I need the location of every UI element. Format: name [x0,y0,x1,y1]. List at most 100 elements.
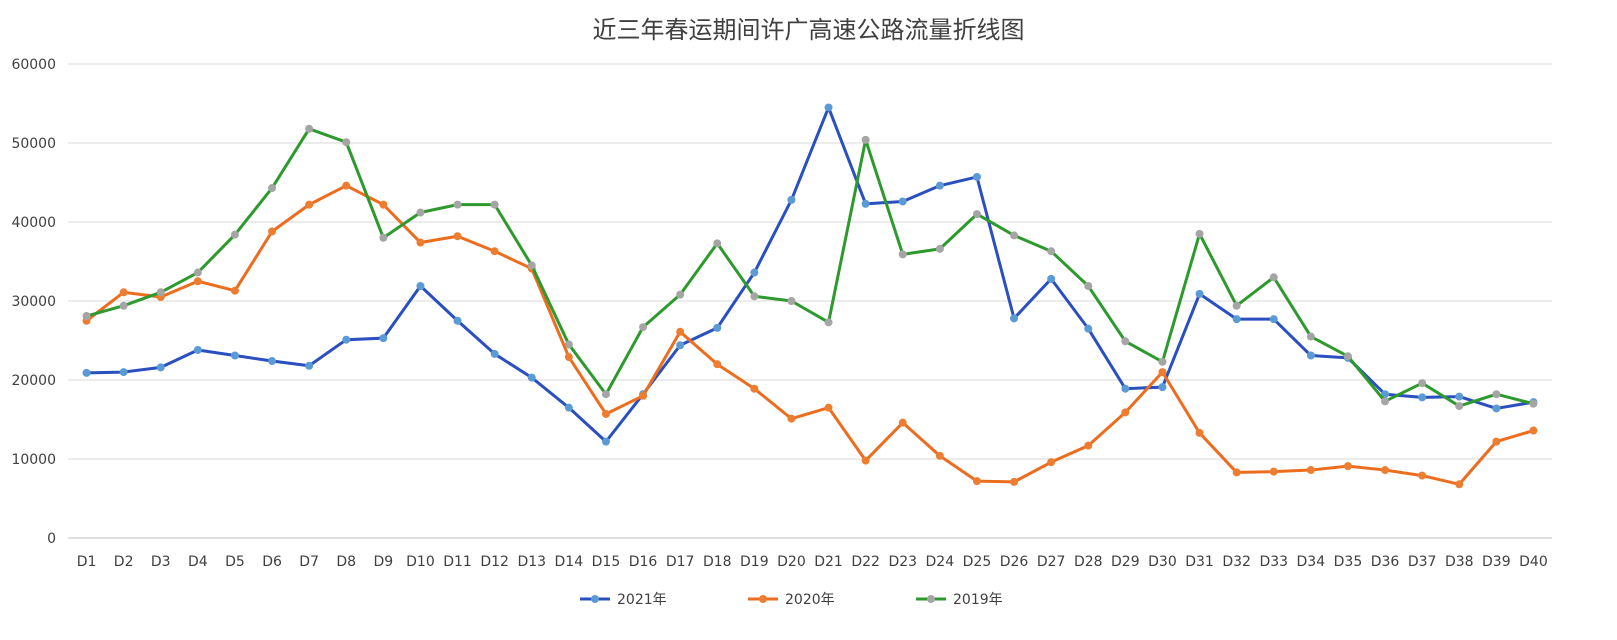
data-point [342,181,351,190]
series-line [85,127,1535,408]
data-point [490,349,499,358]
x-tick-label: D24 [926,554,955,570]
data-point [713,323,722,332]
data-point [490,200,499,209]
x-tick-label: D26 [1000,554,1029,570]
x-tick-label: D28 [1074,554,1103,570]
data-point [1158,368,1167,377]
data-point [1306,351,1315,360]
x-tick-label: D37 [1408,554,1437,570]
data-point [268,357,277,366]
x-axis-ticks: D1 D2 D3 D4 D5 D6 D7 D8 D9 D10 D11 D12 D13 D14 D15 D16 D… [77,554,1548,570]
data-point [898,197,907,206]
series-1 [82,103,1538,446]
data-point [787,297,796,305]
data-point [1010,231,1019,240]
y-tick-label: 50000 [11,136,56,152]
data-point [1047,458,1056,467]
data-point [1195,229,1204,238]
data-point [416,281,425,290]
data-point [1269,315,1278,324]
data-point [1492,437,1501,446]
data-point [416,208,425,217]
x-tick-label: D20 [777,554,806,570]
data-point [1232,301,1241,310]
x-tick-label: D1 [77,554,97,570]
data-point [676,341,685,350]
data-point [1418,393,1427,402]
x-tick-label: D22 [851,554,880,570]
data-point [453,200,462,209]
data-point [1121,337,1130,346]
data-point [787,414,796,423]
data-point [861,199,870,208]
y-tick-label: 60000 [11,57,56,73]
x-tick-label: D29 [1111,554,1140,570]
data-point [1529,399,1538,408]
data-point [1306,466,1315,475]
data-point [268,227,277,236]
data-point [119,288,128,297]
data-point [1010,477,1019,486]
data-point [82,312,91,321]
data-point [453,316,462,325]
data-point [305,124,314,133]
data-point [601,390,610,399]
data-point [935,244,944,253]
data-point [1232,468,1241,477]
data-point [601,409,610,418]
x-tick-label: D35 [1334,554,1363,570]
gridlines [68,63,1552,539]
data-point [1047,274,1056,283]
data-point [342,335,351,344]
x-tick-label: D30 [1148,554,1177,570]
data-point [1269,467,1278,476]
data-point [156,288,165,297]
y-tick-label: 20000 [11,373,56,389]
y-tick-label: 40000 [11,215,56,231]
data-point [119,368,128,377]
legend-label: 2021年 [617,592,667,608]
data-point [935,181,944,190]
series-line [85,105,1535,444]
x-tick-label: D6 [262,554,282,570]
data-point [601,437,610,446]
data-point [230,230,239,239]
x-tick-label: D9 [374,554,394,570]
x-tick-label: D7 [299,554,319,570]
data-point [972,172,981,181]
data-point [1529,426,1538,435]
x-tick-label: D15 [592,554,621,570]
data-point [1158,357,1167,366]
data-point [490,247,499,256]
data-point [230,351,239,360]
legend-item: 2021年 [580,592,667,608]
data-point [898,250,907,259]
data-point [1492,404,1501,413]
chart-title: 近三年春运期间许广高速公路流量折线图 [592,16,1025,44]
x-tick-label: D14 [555,554,584,570]
data-point [1455,392,1464,401]
data-point [713,360,722,369]
x-tick-label: D17 [666,554,695,570]
data-point [750,384,759,393]
data-point [1084,281,1093,290]
data-point [1232,315,1241,324]
legend-marker [759,595,767,603]
x-tick-label: D5 [225,554,245,570]
data-point [193,345,202,354]
data-point [1195,428,1204,437]
data-point [268,184,277,193]
data-point [1418,379,1427,388]
x-tick-label: D8 [336,554,356,570]
x-tick-label: D33 [1259,554,1288,570]
series-3 [82,124,1538,411]
data-point [1084,441,1093,450]
data-point [379,334,388,343]
data-point [824,403,833,412]
data-point [935,451,944,460]
data-point [379,200,388,209]
series-lines [82,103,1538,489]
data-point [1306,332,1315,341]
